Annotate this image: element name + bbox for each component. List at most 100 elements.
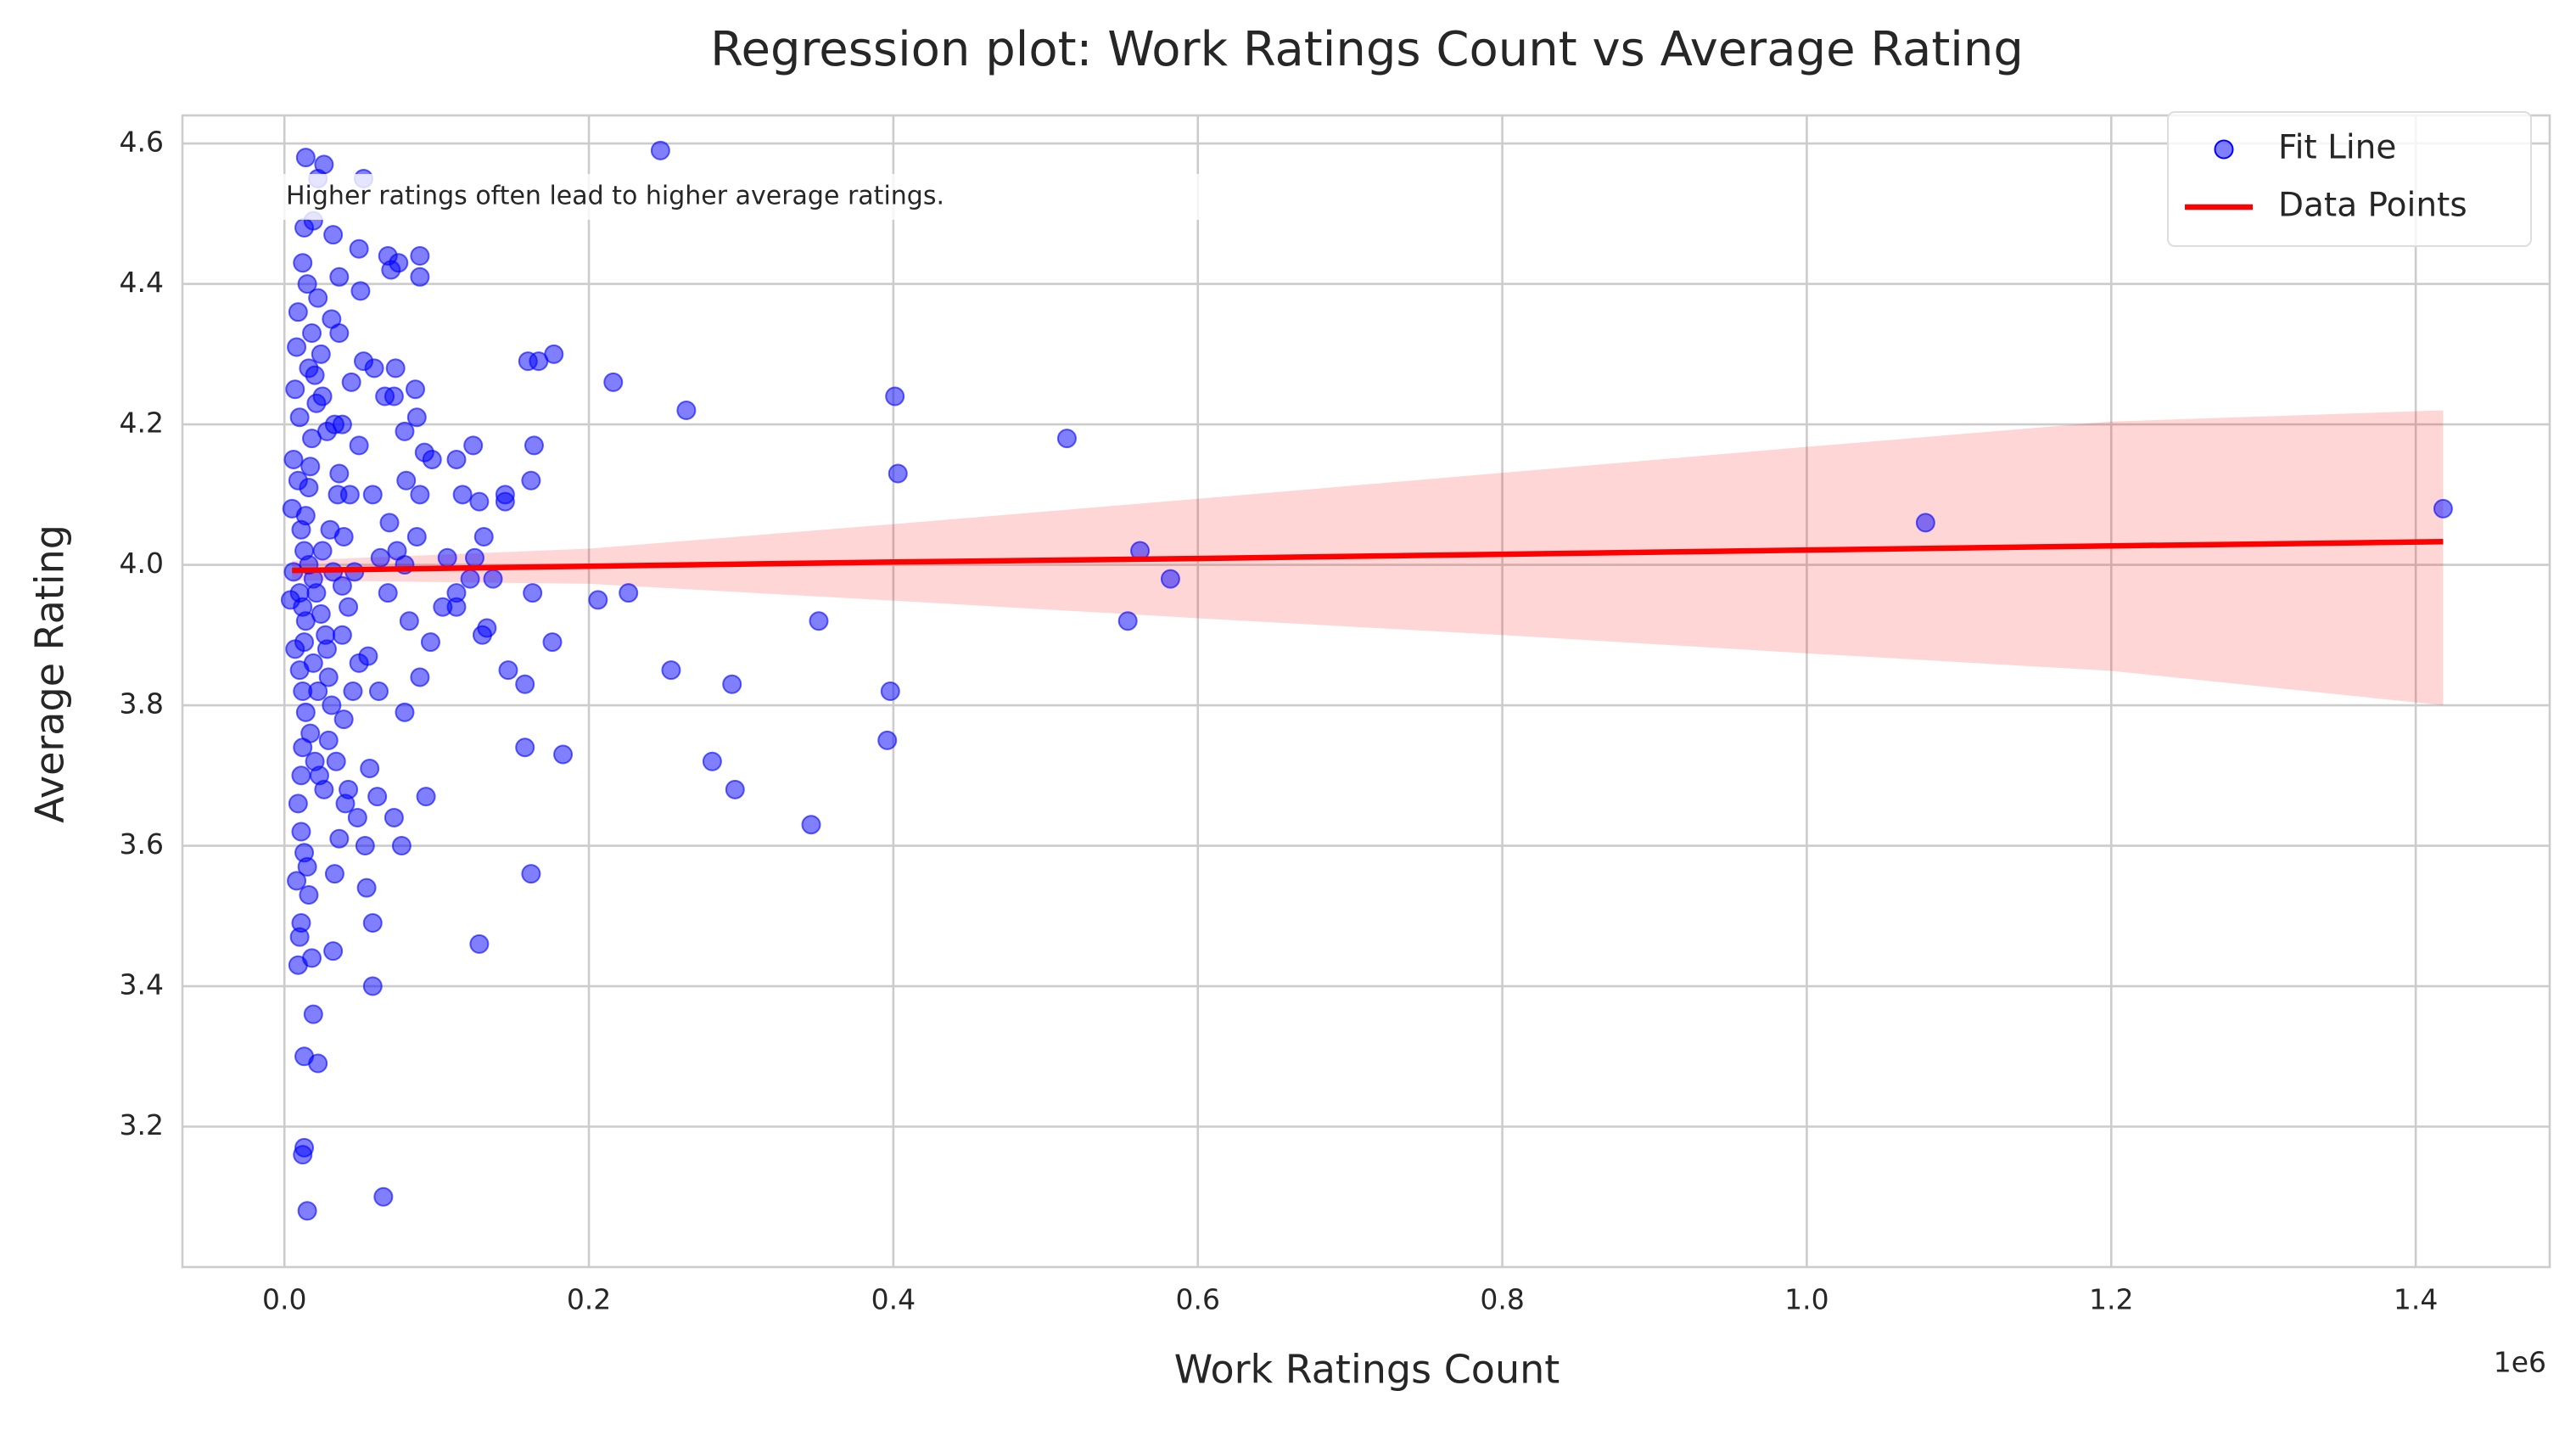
data-point — [367, 787, 388, 807]
data-point — [306, 583, 327, 603]
data-point — [414, 442, 434, 463]
data-point — [324, 414, 344, 435]
data-point — [379, 513, 400, 533]
data-point — [553, 744, 574, 765]
data-point — [339, 597, 359, 617]
data-point — [308, 681, 328, 701]
data-point — [378, 583, 398, 603]
y-tick-label: 4.6 — [120, 126, 164, 159]
data-point — [294, 1046, 315, 1067]
data-point — [329, 828, 350, 849]
x-tick-label: 0.8 — [1480, 1283, 1524, 1316]
data-point — [300, 457, 321, 477]
data-point — [416, 787, 436, 807]
data-point — [294, 217, 315, 238]
data-point — [483, 569, 503, 589]
data-point — [293, 1145, 313, 1165]
data-point — [316, 639, 337, 659]
data-point — [343, 681, 363, 701]
data-point — [302, 429, 322, 449]
data-point — [542, 632, 563, 653]
data-point — [433, 597, 453, 617]
data-point — [498, 660, 518, 681]
data-point — [295, 148, 316, 168]
plot-frame — [181, 114, 2551, 1269]
data-point — [406, 526, 427, 547]
x-tick-label: 1.0 — [1784, 1283, 1828, 1316]
data-point — [314, 779, 334, 799]
x-tick-label: 1.2 — [2089, 1283, 2133, 1316]
data-point — [619, 583, 639, 603]
y-tick-label: 4.0 — [120, 547, 164, 580]
data-point — [463, 435, 484, 456]
data-point — [299, 478, 319, 498]
data-point — [2433, 498, 2453, 519]
x-tick-label: 0.6 — [1175, 1283, 1219, 1316]
data-point — [521, 864, 541, 884]
data-point — [294, 632, 315, 653]
data-point — [302, 948, 322, 968]
data-point — [396, 470, 417, 491]
data-point — [385, 358, 406, 379]
data-point — [318, 667, 339, 687]
data-point — [356, 878, 377, 898]
data-point — [302, 323, 322, 344]
data-point — [323, 941, 344, 962]
data-point — [308, 288, 328, 308]
data-point — [420, 632, 440, 653]
data-point — [888, 463, 908, 484]
data-point — [880, 681, 900, 701]
data-point — [349, 238, 369, 259]
data-point — [368, 681, 389, 701]
legend-box — [2167, 111, 2532, 247]
data-point — [291, 765, 311, 786]
data-point — [801, 815, 821, 835]
data-point — [495, 491, 515, 512]
data-point — [464, 547, 484, 568]
data-point — [297, 856, 317, 877]
annotation-box — [280, 174, 1203, 220]
data-point — [358, 646, 378, 666]
data-point — [446, 449, 467, 469]
data-point — [650, 140, 670, 160]
data-point — [406, 407, 427, 428]
data-point — [472, 625, 492, 645]
data-point — [287, 337, 307, 357]
data-point — [295, 702, 316, 722]
data-point — [293, 737, 313, 758]
data-point — [515, 737, 535, 758]
data-point — [291, 913, 311, 934]
data-point — [391, 836, 412, 856]
annotation: Higher ratings often lead to higher aver… — [286, 182, 944, 211]
data-point — [299, 358, 319, 379]
data-point — [303, 653, 323, 673]
data-point — [395, 421, 415, 441]
data-point — [306, 393, 327, 413]
data-point — [395, 702, 415, 722]
data-point — [288, 302, 308, 322]
data-point — [333, 709, 354, 730]
data-point — [676, 401, 697, 421]
data-point — [518, 351, 538, 372]
data-point — [329, 463, 350, 484]
x-tick-label: 0.0 — [262, 1283, 306, 1316]
data-point — [362, 976, 383, 996]
data-point — [725, 779, 745, 799]
x-tick-label: 1.4 — [2394, 1283, 2438, 1316]
data-point — [360, 759, 380, 779]
data-point — [381, 260, 401, 280]
data-point — [406, 379, 426, 400]
data-point — [603, 372, 624, 392]
data-point — [293, 253, 313, 273]
data-point — [297, 274, 317, 294]
data-point — [350, 281, 371, 301]
data-point — [809, 611, 829, 631]
data-point — [285, 379, 305, 400]
legend-marker — [2214, 139, 2234, 160]
data-point — [297, 1201, 317, 1221]
data-point — [332, 625, 352, 645]
data-point — [524, 435, 544, 456]
data-point — [318, 730, 339, 750]
data-point — [322, 695, 342, 715]
data-point — [322, 309, 342, 329]
